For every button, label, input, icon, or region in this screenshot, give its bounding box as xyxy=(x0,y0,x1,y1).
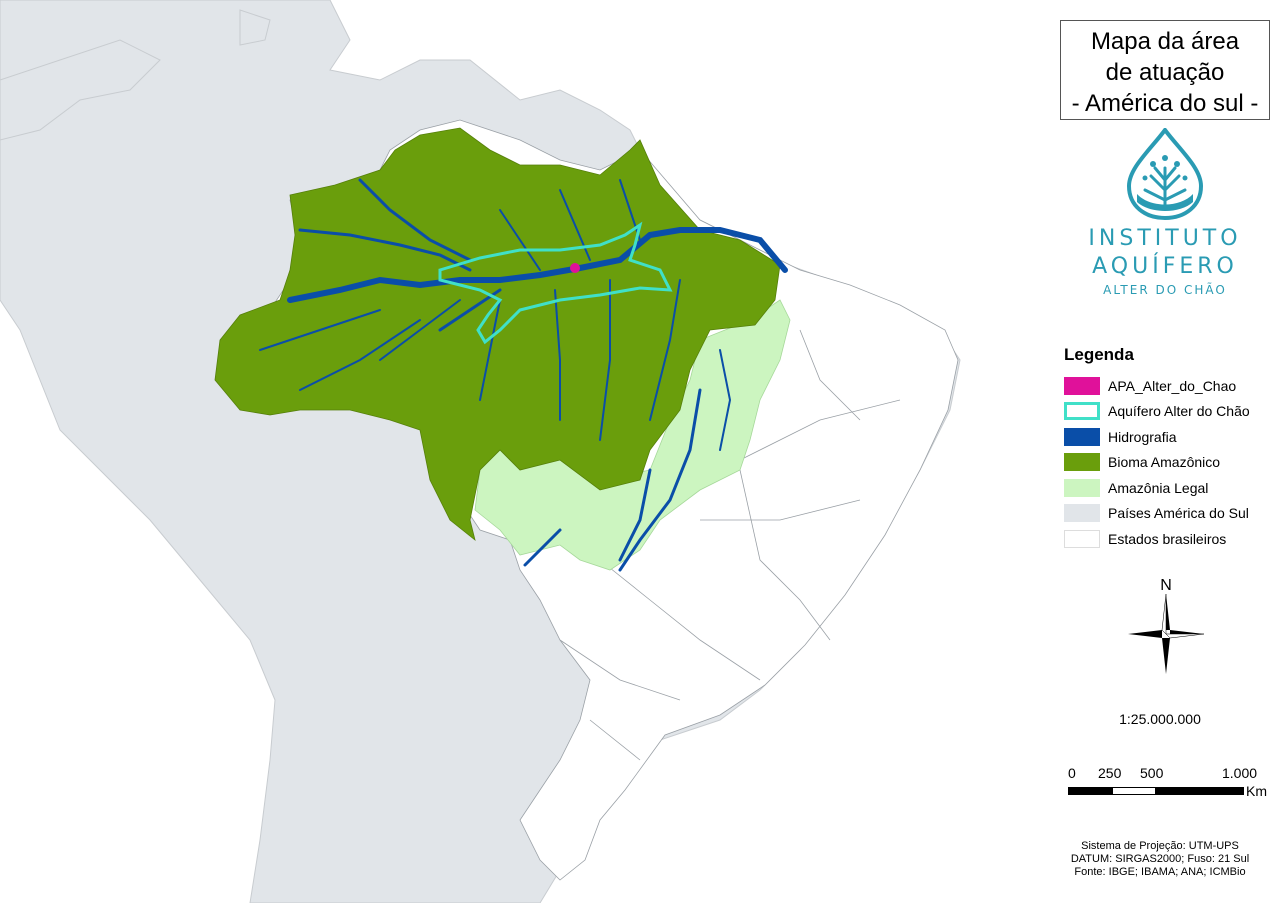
legend-item: Aquífero Alter do Chão xyxy=(1064,399,1250,425)
legend-item: Amazônia Legal xyxy=(1064,475,1250,501)
map-title-line2: de atuação xyxy=(1105,59,1225,86)
scale-segment xyxy=(1156,787,1244,795)
map-credits: Sistema de Projeção: UTM-UPS DATUM: SIRG… xyxy=(1040,840,1280,879)
aquifero-alter-do-chao xyxy=(438,221,673,345)
legend-item: Estados brasileiros xyxy=(1064,526,1250,552)
legend-swatch-apa xyxy=(1064,376,1100,395)
scale-segment xyxy=(1068,787,1112,795)
legend-swatch-paises xyxy=(1064,504,1100,523)
legend-title: Legenda xyxy=(1064,345,1134,364)
legend-item: APA_Alter_do_Chao xyxy=(1064,373,1250,399)
scale-tick: 250 xyxy=(1098,765,1122,781)
legend-item: Hidrografia xyxy=(1064,424,1250,450)
legend-label: Estados brasileiros xyxy=(1108,530,1227,547)
legend-list: APA_Alter_do_Chao Aquífero Alter do Chão… xyxy=(1064,373,1250,552)
credits-source: Fonte: IBGE; IBAMA; ANA; ICMBio xyxy=(1074,866,1246,878)
hidrografia xyxy=(259,178,788,572)
legend-label: Bioma Amazônico xyxy=(1108,454,1221,471)
legend-label: APA_Alter_do_Chao xyxy=(1108,377,1237,394)
scale-ratio: 1:25.000.000 xyxy=(1119,711,1201,727)
scale-tick: 0 xyxy=(1068,765,1076,781)
logo-word-aquifero: AQUÍFERO xyxy=(1092,254,1238,279)
legend-swatch-hidrografia xyxy=(1064,427,1100,446)
legend-swatch-bioma xyxy=(1064,453,1100,472)
logo-word-instituto: INSTITUTO xyxy=(1088,226,1242,251)
caribbean-island xyxy=(239,9,271,46)
legend-swatch-amazonia-legal xyxy=(1064,478,1100,497)
legend-label: Amazônia Legal xyxy=(1108,479,1209,496)
legend-swatch-estados xyxy=(1064,529,1100,548)
scale-unit: Km xyxy=(1246,783,1267,799)
map-title-line1: Mapa da área xyxy=(1090,28,1240,55)
north-label: N xyxy=(1160,577,1172,594)
instituto-aquifero-logo: INSTITUTO AQUÍFERO ALTER DO CHÃO xyxy=(1080,126,1250,308)
legend-item: Bioma Amazônico xyxy=(1064,450,1250,476)
apa-alter-do-chao xyxy=(570,263,580,273)
map-title-line3: - América do sul - xyxy=(1071,90,1259,117)
scale-tick: 500 xyxy=(1140,765,1164,781)
map-canvas[interactable] xyxy=(0,0,1040,904)
state-borders xyxy=(559,329,901,761)
scale-tick: 1.000 xyxy=(1222,765,1258,781)
logo-subtitle: ALTER DO CHÃO xyxy=(1103,283,1227,297)
legend-label: Aquífero Alter do Chão xyxy=(1108,403,1250,420)
scale-segment xyxy=(1112,787,1156,795)
legend-label: Países América do Sul xyxy=(1108,505,1249,522)
north-arrow: N xyxy=(1126,572,1206,682)
water-drop-tree-icon xyxy=(1126,126,1204,221)
map-sidebar: Mapa da área de atuação - América do sul… xyxy=(1040,0,1280,903)
scale-bar: 0 250 500 1.000 Km xyxy=(1068,765,1278,805)
credits-projection: Sistema de Projeção: UTM-UPS xyxy=(1081,840,1239,852)
map-svg xyxy=(0,0,961,904)
credits-datum: DATUM: SIRGAS2000; Fuso: 21 Sul xyxy=(1070,853,1250,865)
legend-item: Países América do Sul xyxy=(1064,501,1250,527)
central-america xyxy=(0,39,161,141)
legend-swatch-aquifero xyxy=(1064,402,1100,421)
compass-rose-icon: N xyxy=(1128,577,1205,674)
legend-label: Hidrografia xyxy=(1108,428,1177,445)
map-title-box: Mapa da área de atuação - América do sul… xyxy=(1060,20,1270,120)
